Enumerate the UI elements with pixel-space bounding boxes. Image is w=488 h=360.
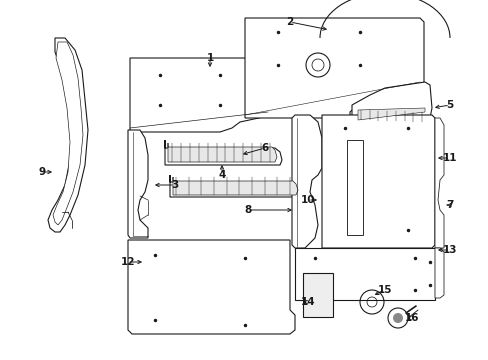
Text: 12: 12 [121,257,135,267]
Polygon shape [351,82,431,122]
Polygon shape [164,140,282,165]
Polygon shape [173,177,297,195]
Polygon shape [130,58,271,132]
Text: 4: 4 [218,170,225,180]
Text: 5: 5 [446,100,453,110]
Text: 2: 2 [286,17,293,27]
Text: 13: 13 [442,245,456,255]
Text: 7: 7 [446,200,453,210]
Text: 10: 10 [300,195,315,205]
Text: 8: 8 [244,205,251,215]
Text: 11: 11 [442,153,456,163]
Polygon shape [291,115,321,248]
Polygon shape [53,42,83,225]
Polygon shape [357,108,424,120]
Polygon shape [128,130,148,238]
Polygon shape [170,175,302,197]
Text: 9: 9 [39,167,45,177]
Text: 14: 14 [300,297,315,307]
Polygon shape [244,18,423,118]
Polygon shape [321,115,434,248]
Polygon shape [128,240,294,334]
Polygon shape [434,118,443,248]
Text: 3: 3 [171,180,178,190]
Circle shape [392,313,402,323]
Polygon shape [434,248,443,298]
Text: 16: 16 [404,313,418,323]
Polygon shape [346,140,362,235]
Polygon shape [168,143,276,162]
Polygon shape [48,38,88,232]
Text: 6: 6 [261,143,268,153]
Polygon shape [294,248,434,300]
Text: 1: 1 [206,53,213,63]
Polygon shape [303,273,332,317]
Text: 15: 15 [377,285,391,295]
